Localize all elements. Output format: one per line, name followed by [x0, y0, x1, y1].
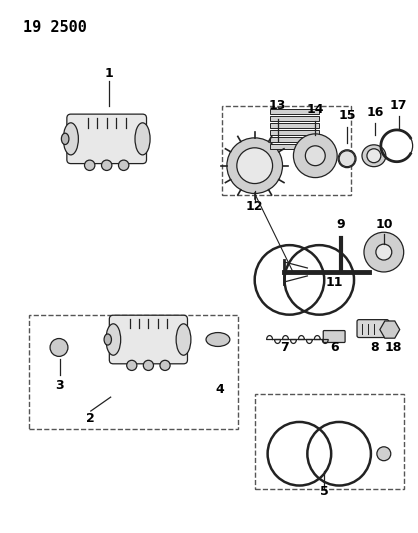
- Bar: [270, 137, 319, 142]
- Text: 9: 9: [337, 218, 345, 231]
- Bar: [270, 116, 319, 121]
- FancyBboxPatch shape: [357, 320, 389, 337]
- Bar: [270, 109, 319, 114]
- Text: 13: 13: [269, 99, 286, 112]
- Ellipse shape: [362, 145, 386, 167]
- Bar: [270, 130, 319, 135]
- Ellipse shape: [206, 333, 230, 346]
- Circle shape: [367, 149, 381, 163]
- Circle shape: [293, 134, 337, 177]
- Text: 12: 12: [246, 200, 263, 213]
- Text: 18: 18: [384, 342, 401, 354]
- Ellipse shape: [338, 150, 356, 168]
- Ellipse shape: [118, 160, 129, 171]
- Polygon shape: [380, 321, 400, 338]
- Text: 4: 4: [216, 383, 224, 395]
- Bar: [270, 144, 319, 149]
- Text: 17: 17: [390, 99, 408, 112]
- Text: 5: 5: [320, 486, 329, 498]
- Text: 6: 6: [330, 342, 339, 354]
- Text: 8: 8: [371, 342, 379, 354]
- Ellipse shape: [176, 324, 191, 355]
- Ellipse shape: [106, 324, 121, 355]
- Circle shape: [237, 148, 273, 183]
- FancyBboxPatch shape: [110, 315, 188, 364]
- Ellipse shape: [61, 133, 69, 144]
- Text: 2: 2: [87, 413, 95, 425]
- Text: 7: 7: [280, 342, 289, 354]
- Ellipse shape: [84, 160, 95, 171]
- Text: 1: 1: [104, 67, 113, 80]
- Text: 19 2500: 19 2500: [23, 20, 87, 35]
- Ellipse shape: [135, 123, 150, 155]
- Text: 16: 16: [366, 106, 384, 119]
- Ellipse shape: [102, 160, 112, 171]
- Text: 11: 11: [325, 276, 343, 289]
- Text: 3: 3: [56, 379, 64, 392]
- Circle shape: [227, 138, 283, 193]
- Circle shape: [50, 338, 68, 357]
- Ellipse shape: [104, 334, 112, 345]
- FancyBboxPatch shape: [67, 114, 147, 164]
- Ellipse shape: [160, 360, 170, 370]
- Ellipse shape: [143, 360, 153, 370]
- Ellipse shape: [127, 360, 137, 370]
- Ellipse shape: [63, 123, 78, 155]
- Circle shape: [306, 146, 325, 166]
- Text: 10: 10: [375, 218, 393, 231]
- Circle shape: [339, 151, 355, 167]
- Circle shape: [377, 447, 391, 461]
- Circle shape: [376, 244, 392, 260]
- Text: 14: 14: [306, 103, 324, 116]
- Text: 15: 15: [338, 109, 356, 122]
- Circle shape: [364, 232, 404, 272]
- Bar: [270, 123, 319, 128]
- FancyBboxPatch shape: [323, 330, 345, 343]
